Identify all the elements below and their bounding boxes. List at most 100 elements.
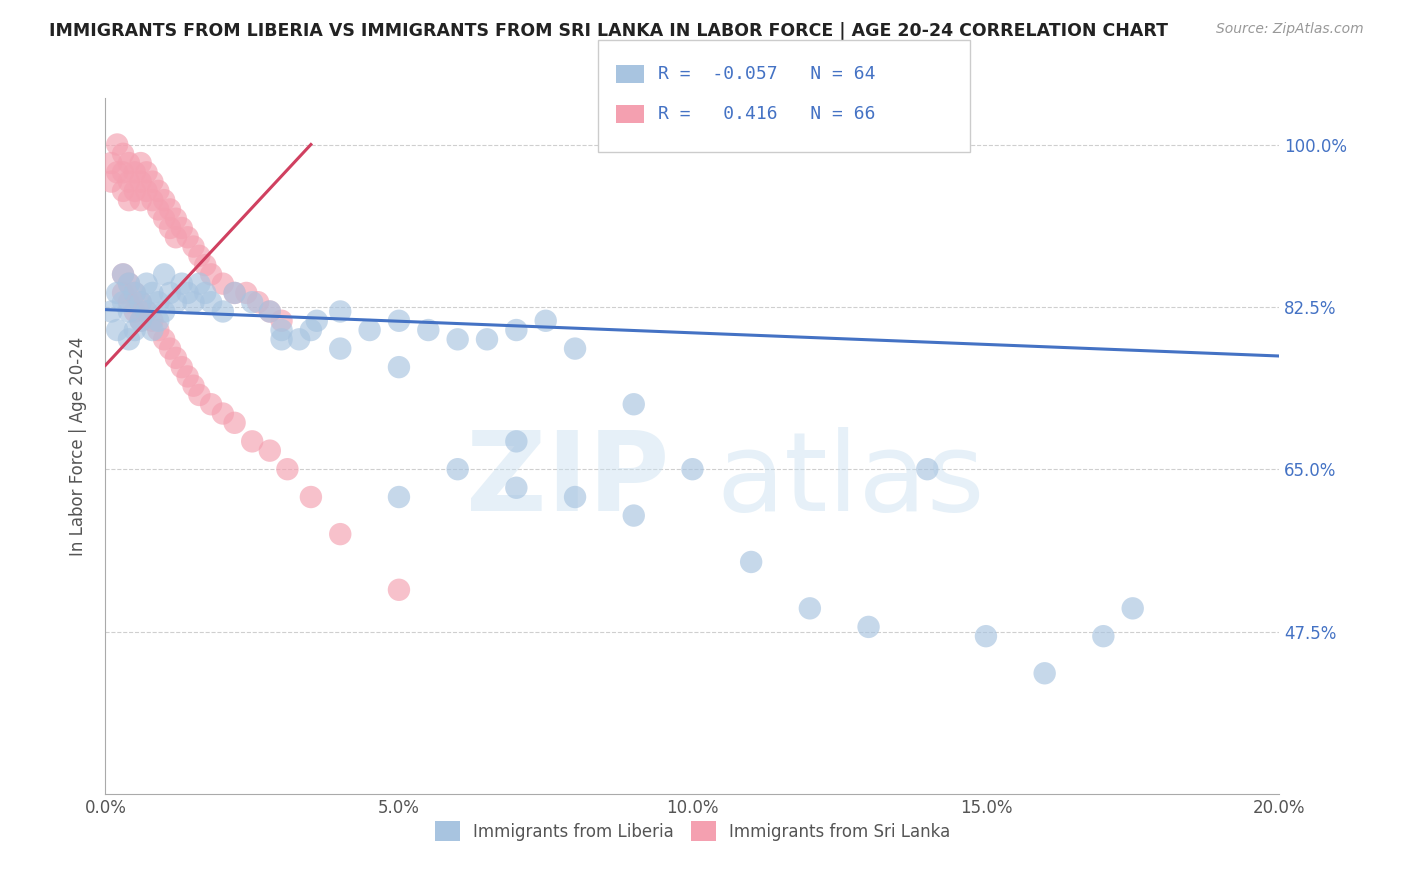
Point [124,304,146,318]
Point [165,295,187,310]
Point [100,304,122,318]
Point [112,268,135,282]
Point [112,165,135,179]
Point [148,202,170,217]
Point [135,165,157,179]
Point [176,369,198,384]
Point [135,304,157,318]
Point [135,304,157,318]
Point [135,184,157,198]
Point [170,221,193,235]
Point [141,175,163,189]
Text: R =   0.416   N = 66: R = 0.416 N = 66 [658,105,876,123]
Point [170,360,193,375]
Point [505,323,527,337]
Point [188,249,211,263]
Point [447,462,470,476]
Point [159,221,181,235]
Point [418,323,440,337]
Point [224,285,246,300]
Point [118,156,141,170]
Point [388,490,411,504]
Point [153,332,176,346]
Point [183,378,205,392]
Point [124,285,146,300]
Point [623,508,645,523]
Point [124,285,146,300]
Point [153,211,176,226]
Point [105,165,128,179]
Point [329,304,352,318]
Point [124,165,146,179]
Y-axis label: In Labor Force | Age 20-24: In Labor Force | Age 20-24 [69,336,87,556]
Point [176,285,198,300]
Legend: Immigrants from Liberia, Immigrants from Sri Lanka: Immigrants from Liberia, Immigrants from… [427,814,957,848]
Point [359,323,381,337]
Point [129,314,152,328]
Point [141,285,163,300]
Point [329,527,352,541]
Point [118,175,141,189]
Point [129,156,152,170]
Point [259,304,281,318]
Point [112,184,135,198]
Point [153,304,176,318]
Point [159,285,181,300]
Point [141,193,163,207]
Point [118,295,141,310]
Point [974,629,997,643]
Point [153,268,176,282]
Point [112,268,135,282]
Point [112,295,135,310]
Point [159,342,181,356]
Point [118,332,141,346]
Point [188,388,211,402]
Point [141,314,163,328]
Point [200,268,222,282]
Point [917,462,939,476]
Point [475,332,498,346]
Point [129,295,152,310]
Point [105,137,128,152]
Point [259,443,281,458]
Point [100,156,122,170]
Point [105,323,128,337]
Point [259,304,281,318]
Point [159,202,181,217]
Text: Source: ZipAtlas.com: Source: ZipAtlas.com [1216,22,1364,37]
Point [165,351,187,365]
Point [1092,629,1115,643]
Point [211,277,233,291]
Point [112,285,135,300]
Text: ZIP: ZIP [465,427,669,534]
Point [129,295,152,310]
Point [118,193,141,207]
Point [118,277,141,291]
Point [211,407,233,421]
Point [623,397,645,411]
Point [148,184,170,198]
Point [129,175,152,189]
Point [564,342,586,356]
Point [200,295,222,310]
Text: atlas: atlas [716,427,984,534]
Point [1033,666,1056,681]
Point [240,434,263,449]
Point [188,277,211,291]
Point [329,342,352,356]
Point [388,314,411,328]
Point [176,230,198,244]
Point [148,323,170,337]
Point [299,490,322,504]
Point [240,295,263,310]
Point [118,277,141,291]
Point [299,323,322,337]
Point [305,314,328,328]
Point [270,314,292,328]
Point [129,193,152,207]
Point [858,620,880,634]
Point [148,295,170,310]
Point [388,582,411,597]
Point [194,258,217,272]
Point [270,332,292,346]
